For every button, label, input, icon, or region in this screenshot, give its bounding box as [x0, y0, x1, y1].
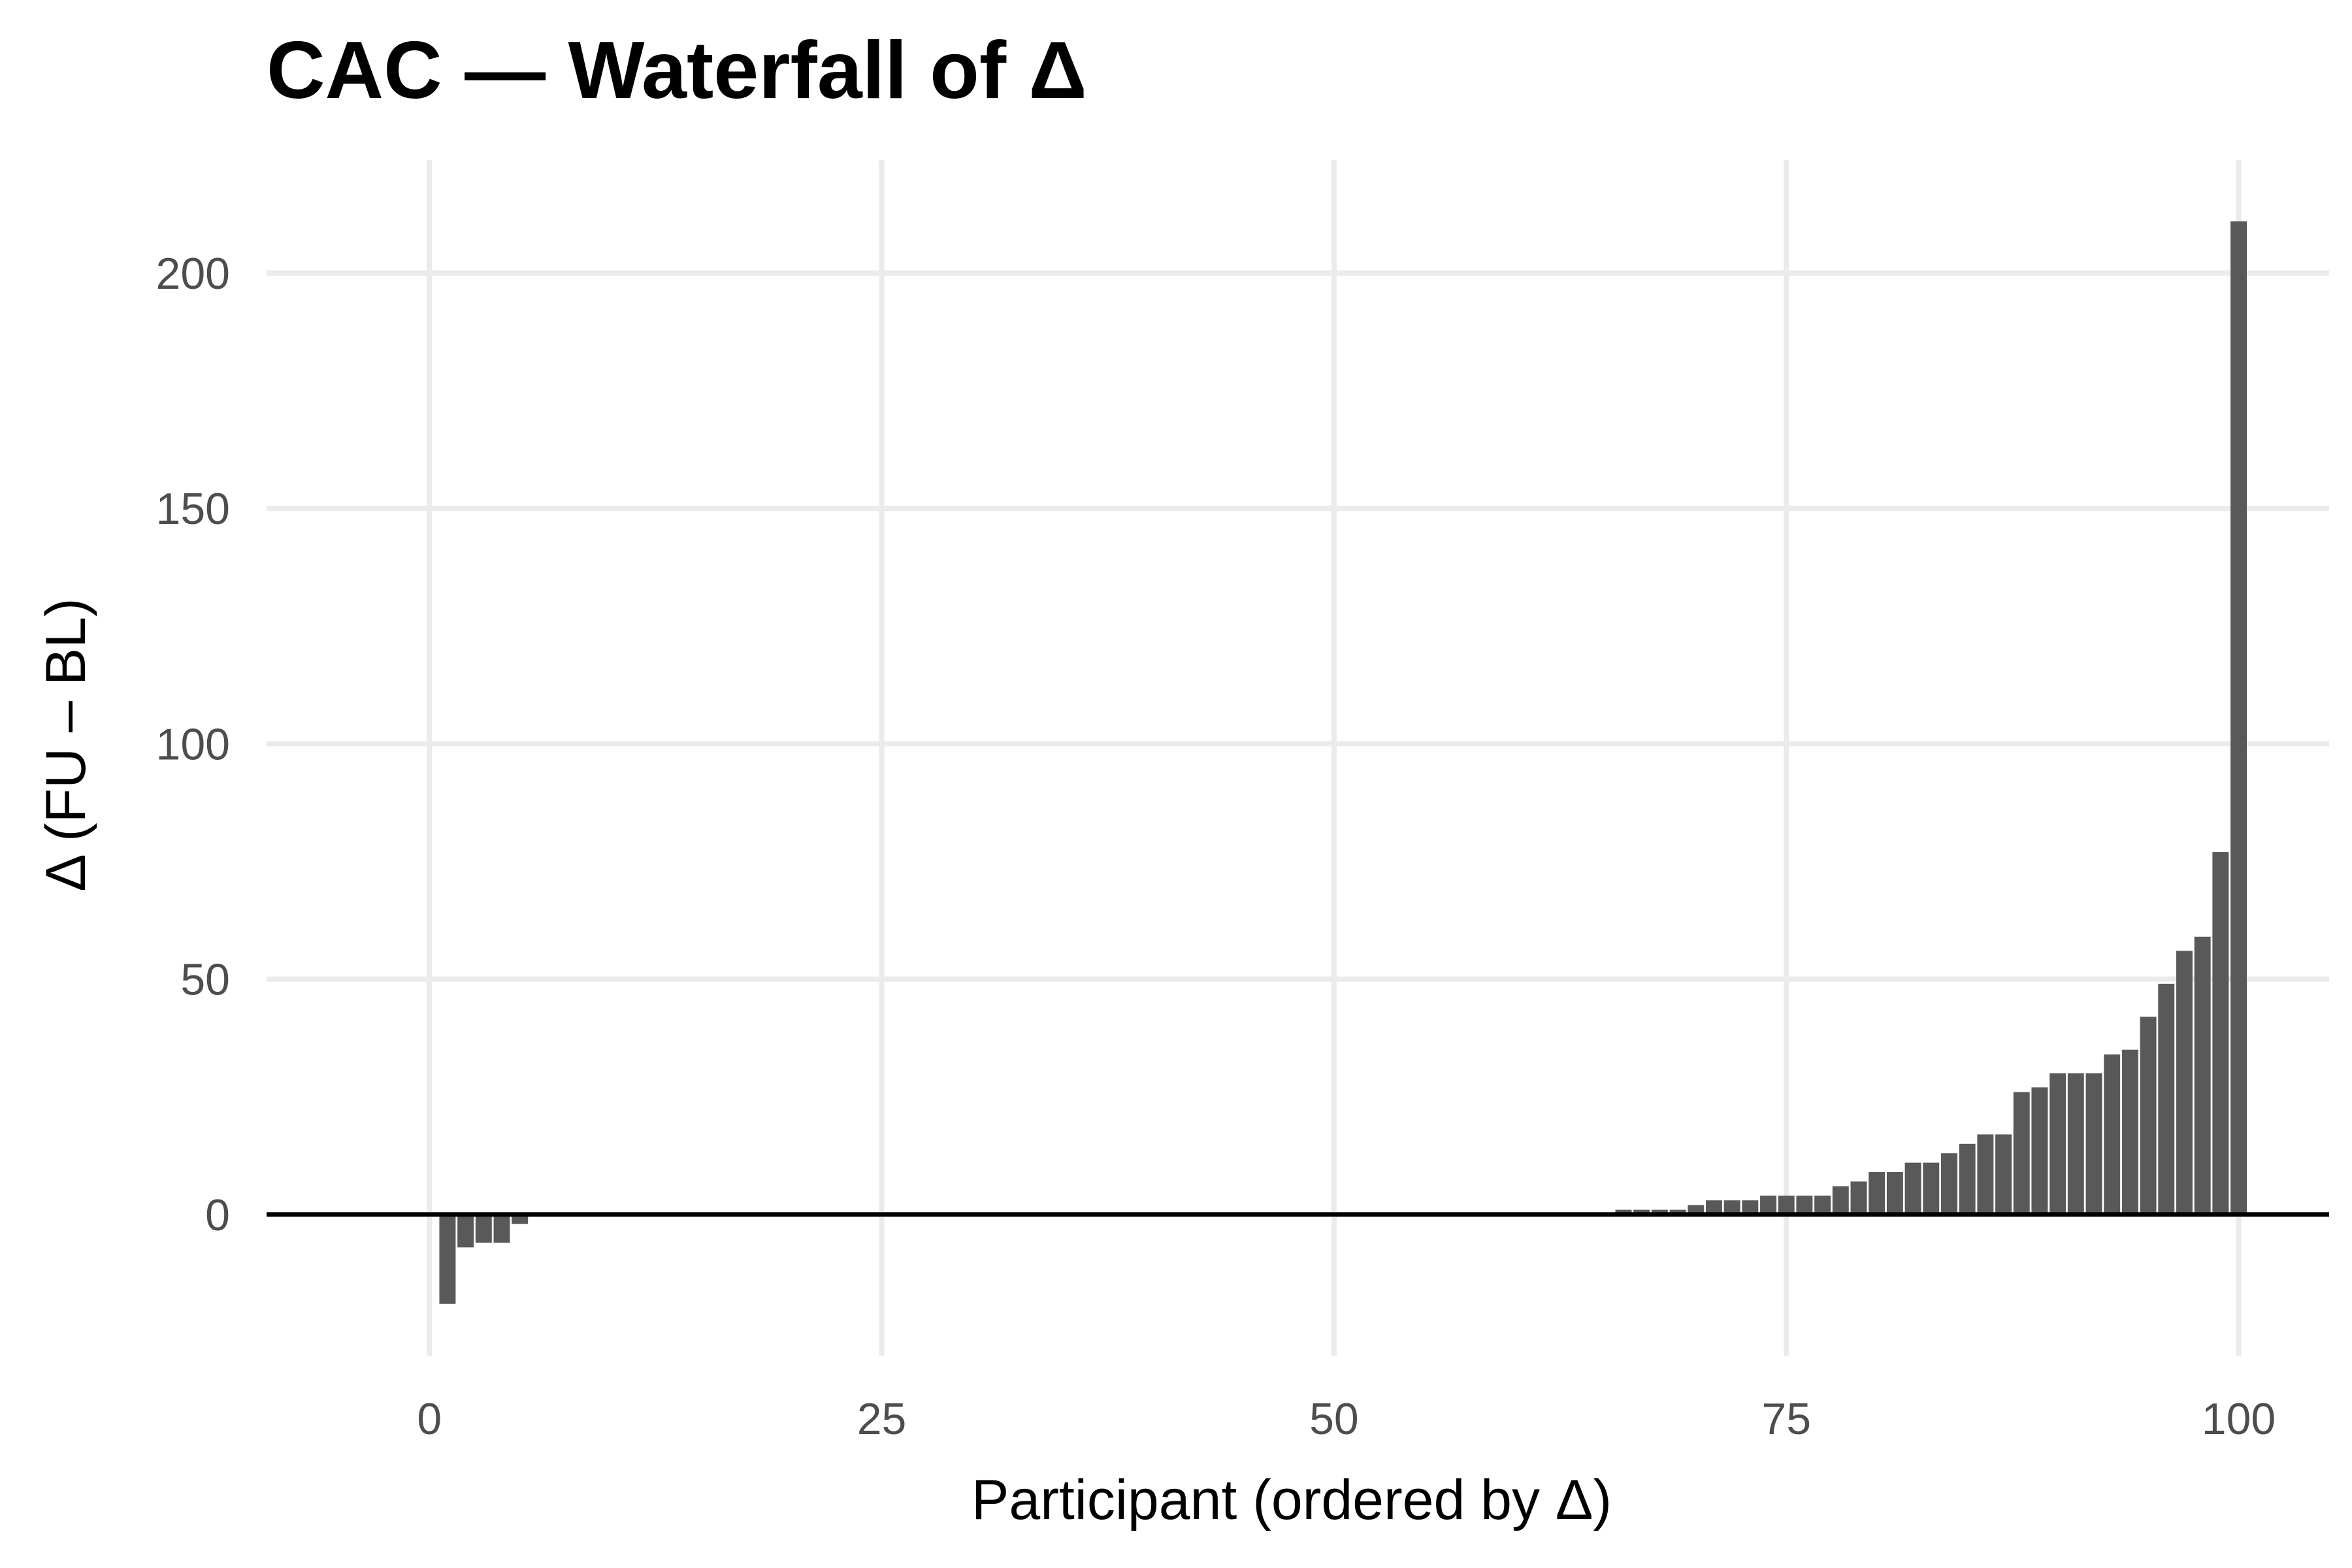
bar	[2140, 1017, 2157, 1215]
y-axis-title: Δ (FU – BL)	[35, 598, 97, 891]
bar	[2212, 852, 2229, 1215]
bar	[1904, 1162, 1921, 1215]
bar	[1869, 1172, 1886, 1215]
bar	[1651, 1209, 1668, 1215]
bar	[1796, 1196, 1813, 1215]
bars	[439, 221, 2247, 1304]
bar	[2158, 983, 2175, 1215]
bar	[475, 1214, 492, 1243]
bar	[2031, 1087, 2048, 1215]
x-tick-label: 100	[2202, 1394, 2276, 1444]
bar	[2176, 951, 2193, 1215]
x-tick-label: 25	[857, 1394, 907, 1444]
y-tick-label: 100	[156, 719, 230, 769]
bar	[1723, 1200, 1740, 1215]
y-tick-label: 200	[156, 249, 230, 299]
bar	[512, 1214, 529, 1224]
bar	[1669, 1209, 1686, 1215]
y-tick-label: 150	[156, 484, 230, 534]
bar	[1832, 1186, 1849, 1215]
bar	[1778, 1196, 1795, 1215]
bar	[1688, 1205, 1705, 1215]
bar	[1742, 1200, 1759, 1215]
bar	[1923, 1162, 1940, 1215]
bar	[493, 1214, 510, 1243]
x-tick-label: 75	[1761, 1394, 1811, 1444]
x-tick-label: 0	[417, 1394, 442, 1444]
bar	[2194, 936, 2211, 1215]
bar	[1940, 1153, 1957, 1215]
bar	[1886, 1172, 1903, 1215]
bar	[1995, 1134, 2012, 1215]
bar	[1977, 1134, 1994, 1215]
y-tick-label: 50	[180, 955, 230, 1005]
x-axis-title: Participant (ordered by Δ)	[972, 1469, 1612, 1531]
y-gridlines	[267, 270, 2329, 1217]
y-tick-label: 0	[205, 1190, 230, 1240]
bar	[2013, 1092, 2030, 1215]
bar	[2104, 1054, 2121, 1215]
bar	[457, 1214, 474, 1248]
bar	[2085, 1073, 2102, 1215]
bar	[1850, 1181, 1867, 1215]
bar	[2230, 221, 2247, 1215]
bar	[439, 1214, 456, 1304]
bar	[1814, 1196, 1831, 1215]
bar	[2067, 1073, 2084, 1215]
bar	[2050, 1073, 2066, 1215]
chart-title: CAC — Waterfall of Δ	[267, 25, 1087, 116]
y-tick-labels: 0 50 100 150 200	[156, 249, 230, 1240]
bar	[2121, 1049, 2138, 1215]
x-tick-label: 50	[1309, 1394, 1359, 1444]
bar	[1615, 1209, 1632, 1215]
bar	[1633, 1209, 1650, 1215]
x-tick-labels: 0 25 50 75 100	[417, 1394, 2276, 1444]
bar	[1705, 1200, 1722, 1215]
bar	[1959, 1143, 1976, 1215]
bar	[1760, 1196, 1776, 1215]
